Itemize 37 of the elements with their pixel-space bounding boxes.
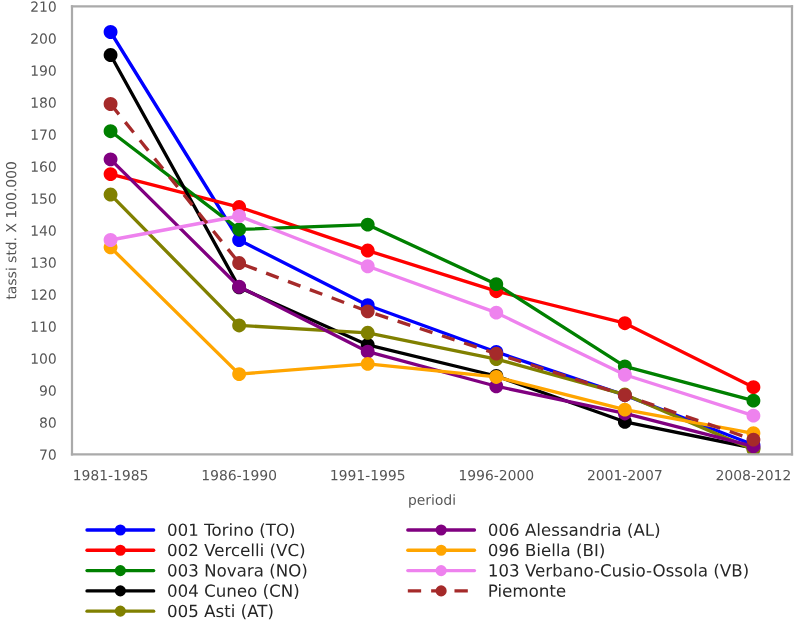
- point: [746, 408, 761, 423]
- point: [232, 256, 247, 270]
- point: [103, 233, 118, 247]
- point: [232, 367, 247, 382]
- legend-label: 005 Asti (AT): [168, 604, 273, 620]
- legend-label: 004 Cuneo (CN): [168, 584, 299, 599]
- point: [103, 152, 118, 167]
- point: [103, 187, 118, 202]
- legend-label: 001 Torino (TO): [168, 523, 295, 539]
- point: [360, 356, 375, 371]
- point: [103, 124, 118, 139]
- legend-label: 006 Alessandria (AL): [488, 523, 660, 539]
- point: [360, 217, 375, 232]
- point: [103, 167, 118, 182]
- point: [103, 25, 118, 39]
- point: [617, 316, 632, 331]
- point: [746, 380, 761, 395]
- point: [360, 344, 375, 359]
- legend-label: Piemonte: [489, 584, 566, 597]
- point: [489, 305, 504, 320]
- legend-label: 003 Novara (NO): [168, 563, 307, 579]
- point: [617, 367, 632, 382]
- point: [103, 48, 118, 62]
- point: [360, 304, 375, 319]
- legend-label: 096 Biella (BI): [488, 543, 604, 559]
- point: [489, 277, 504, 292]
- point: [232, 209, 247, 223]
- point: [232, 222, 247, 237]
- point: [360, 259, 375, 274]
- point: [360, 243, 375, 258]
- point: [103, 97, 118, 111]
- point: [232, 318, 247, 333]
- legend-label: 002 Vercelli (VC): [168, 543, 305, 559]
- point: [360, 325, 375, 340]
- point: [746, 432, 761, 447]
- point: [746, 393, 761, 408]
- legend-label: 103 Verbano-Cusio-Ossola (VB): [489, 563, 748, 579]
